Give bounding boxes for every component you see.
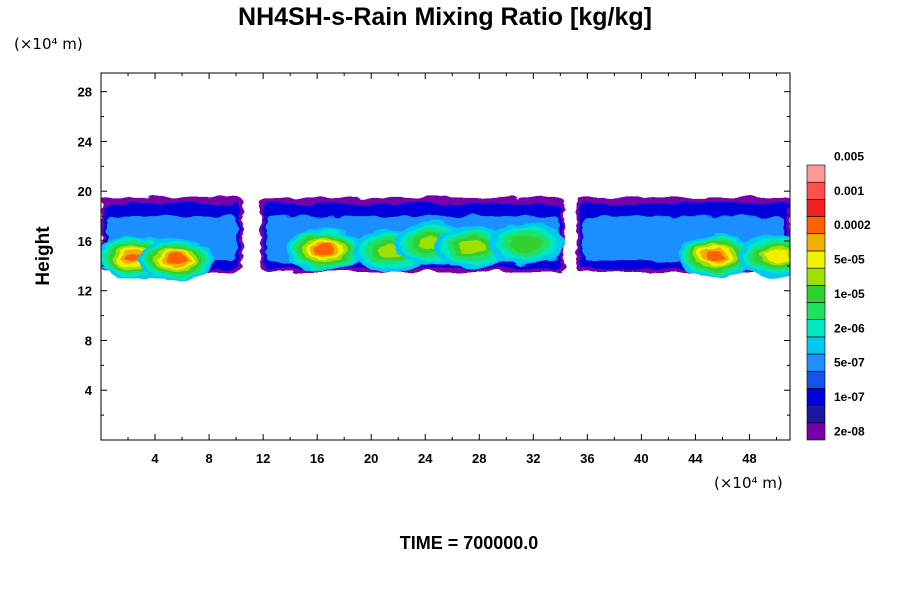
colorbar-label: 5e-07 xyxy=(834,356,865,370)
x-tick-label: 44 xyxy=(688,451,703,466)
colorbar-swatch xyxy=(806,181,826,200)
colorbar-swatch xyxy=(806,216,826,235)
y-tick-label: 28 xyxy=(78,85,92,100)
y-tick-label: 20 xyxy=(78,184,92,199)
colorbar-swatch xyxy=(806,319,826,338)
colorbar-swatch xyxy=(806,285,826,303)
x-tick-label: 24 xyxy=(418,451,433,466)
plot-frame xyxy=(100,72,791,441)
contour-fill xyxy=(313,244,334,256)
x-tick-label: 40 xyxy=(634,451,648,466)
x-tick-label: 36 xyxy=(580,451,594,466)
x-tick-label: 48 xyxy=(742,451,756,466)
x-axis: 4 8 12 16 20 24 28 32 36 40 44 48 xyxy=(127,73,777,466)
colorbar-label: 1e-07 xyxy=(834,390,865,404)
colorbar-swatch xyxy=(806,164,826,183)
x-tick-label: 8 xyxy=(205,451,212,466)
colorbar-swatch xyxy=(806,405,826,424)
x-tick-label: 16 xyxy=(310,451,324,466)
x-tick-label: 4 xyxy=(151,451,159,466)
x-tick-label: 12 xyxy=(256,451,270,466)
heatmap-field xyxy=(101,197,790,281)
y-tick-label: 8 xyxy=(85,333,92,348)
colorbar-label: 0.0002 xyxy=(834,218,871,232)
x-tick-label: 28 xyxy=(472,451,486,466)
colorbar-label: 5e-05 xyxy=(834,253,865,267)
colorbar-swatch xyxy=(806,250,826,269)
contour-fill xyxy=(764,249,789,263)
cloud-band xyxy=(101,197,790,281)
y-tick-label: 4 xyxy=(85,383,93,398)
colorbar-swatch xyxy=(806,336,826,355)
colorbar-swatch xyxy=(806,233,826,252)
contour-fill xyxy=(459,239,486,255)
y-tick-label: 16 xyxy=(78,234,92,249)
colorbar-swatch xyxy=(806,353,826,372)
y-axis-label: Height xyxy=(33,226,54,286)
colorbar-swatch xyxy=(806,267,826,286)
x-tick-label: 20 xyxy=(364,451,378,466)
colorbar-swatch xyxy=(806,199,826,217)
chart-title: NH4SH-s-Rain Mixing Ratio [kg/kg] xyxy=(238,3,652,31)
colorbar-label: 2e-08 xyxy=(834,424,865,438)
contour-fill xyxy=(705,250,726,262)
x-unit-label: (×10⁴ m) xyxy=(714,474,783,492)
colorbar: 2e-08 1e-07 5e-07 2e-06 1e-05 5e-05 0.0002 0.00… xyxy=(806,149,871,441)
contour-fill xyxy=(165,254,186,265)
y-axis: 4 8 12 16 20 24 28 xyxy=(78,85,790,416)
y-tick-label: 24 xyxy=(78,134,93,149)
colorbar-swatch xyxy=(806,422,826,441)
colorbar-swatch xyxy=(806,302,826,320)
colorbar-swatch xyxy=(806,370,826,389)
contour-fill xyxy=(511,235,542,252)
colorbar-swatch xyxy=(806,388,826,406)
time-label: TIME = 700000.0 xyxy=(400,533,539,553)
colorbar-label: 2e-06 xyxy=(834,321,865,335)
x-tick-label: 32 xyxy=(526,451,540,466)
colorbar-label: 1e-05 xyxy=(834,287,865,301)
y-tick-label: 12 xyxy=(78,284,92,299)
colorbar-label: 0.001 xyxy=(834,184,864,198)
colorbar-label: 0.005 xyxy=(834,149,864,163)
y-unit-label: (×10⁴ m) xyxy=(14,35,83,53)
